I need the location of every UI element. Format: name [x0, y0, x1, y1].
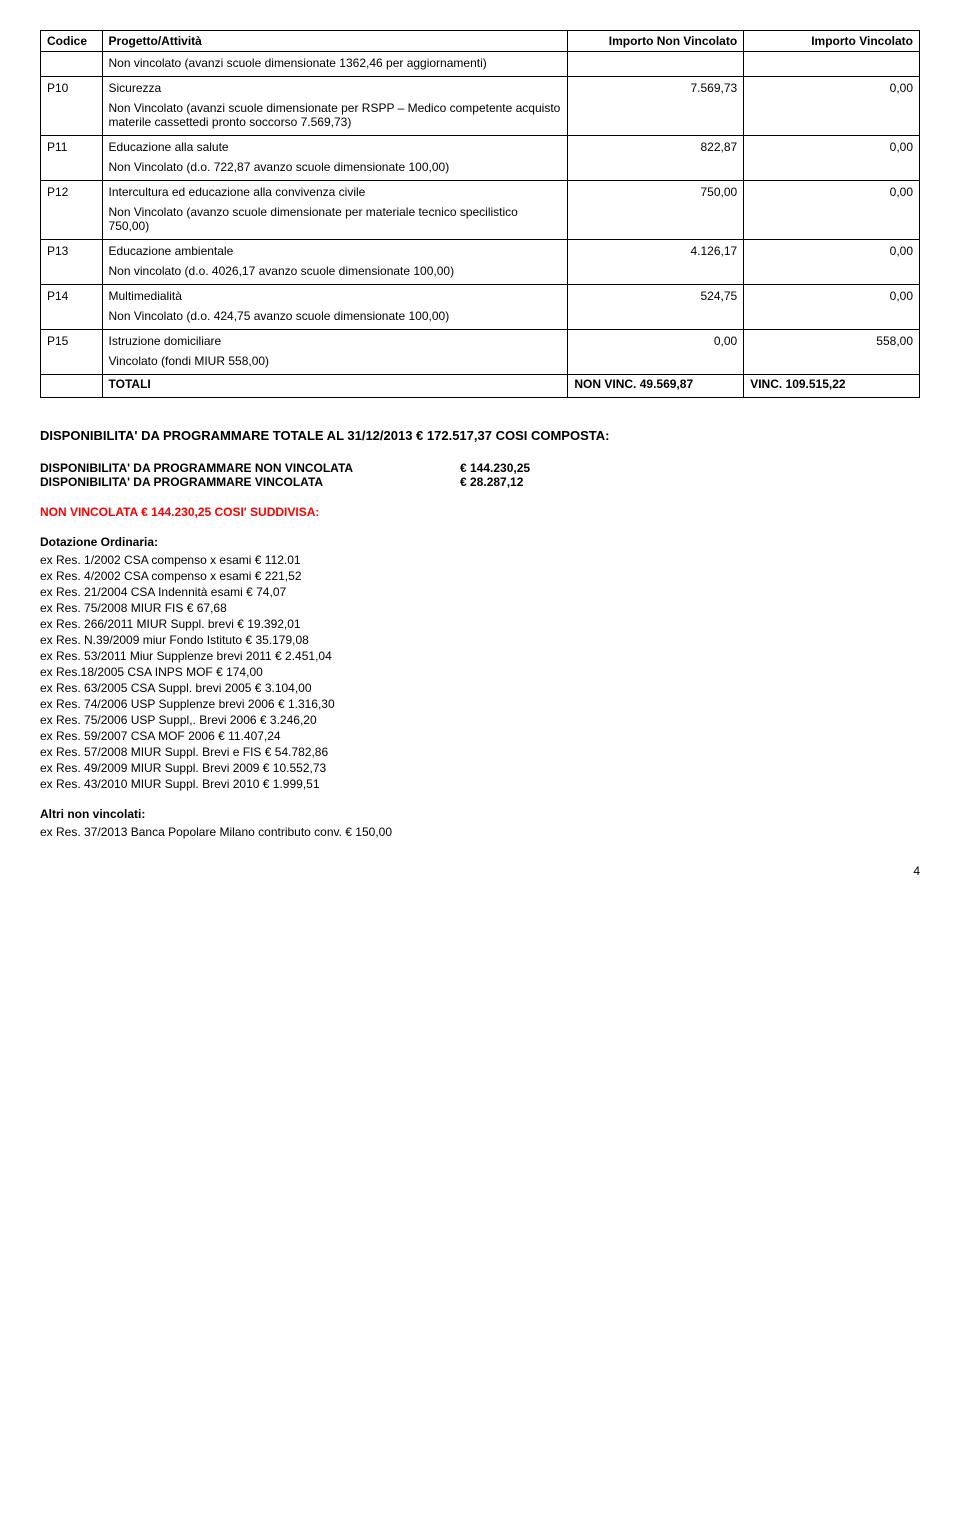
table-row: Non vincolato (d.o. 4026,17 avanzo scuol…: [41, 260, 920, 280]
altri-list: ex Res. 37/2013 Banca Popolare Milano co…: [40, 825, 920, 839]
list-item: ex Res. 74/2006 USP Supplenze brevi 2006…: [40, 697, 920, 711]
disp-v-label: DISPONIBILITA' DA PROGRAMMARE VINCOLATA: [40, 475, 460, 489]
disp-nv-value: € 144.230,25: [460, 461, 530, 475]
table-row: Non vincolato (avanzi scuole dimensionat…: [41, 52, 920, 73]
list-item: ex Res. 53/2011 Miur Supplenze brevi 201…: [40, 649, 920, 663]
disp-v-row: DISPONIBILITA' DA PROGRAMMARE VINCOLATA …: [40, 475, 920, 489]
list-item: ex Res. 1/2002 CSA compenso x esami € 11…: [40, 553, 920, 567]
dotazione-ordinaria-label: Dotazione Ordinaria:: [40, 535, 920, 549]
table-row: Non Vincolato (d.o. 722,87 avanzo scuole…: [41, 156, 920, 176]
dotazione-list: ex Res. 1/2002 CSA compenso x esami € 11…: [40, 553, 920, 791]
th-nv: Importo Non Vincolato: [568, 31, 744, 52]
th-code: Codice: [41, 31, 103, 52]
table-row: P15Istruzione domiciliare0,00558,00: [41, 330, 920, 351]
page-number: 4: [40, 864, 920, 878]
non-vincolata-heading: NON VINCOLATA € 144.230,25 COSI' SUDDIVI…: [40, 505, 920, 519]
table-row: Non Vincolato (avanzo scuole dimensionat…: [41, 201, 920, 235]
list-item: ex Res. 63/2005 CSA Suppl. brevi 2005 € …: [40, 681, 920, 695]
totali-row: TOTALINON VINC. 49.569,87VINC. 109.515,2…: [41, 375, 920, 394]
table-row: Non Vincolato (d.o. 424,75 avanzo scuole…: [41, 305, 920, 325]
table-row: P10Sicurezza7.569,730,00: [41, 77, 920, 98]
list-item: ex Res. 37/2013 Banca Popolare Milano co…: [40, 825, 920, 839]
th-desc: Progetto/Attività: [102, 31, 568, 52]
table-row: Vincolato (fondi MIUR 558,00): [41, 350, 920, 370]
budget-table: Codice Progetto/Attività Importo Non Vin…: [40, 30, 920, 398]
list-item: ex Res. 21/2004 CSA Indennità esami € 74…: [40, 585, 920, 599]
list-item: ex Res. 59/2007 CSA MOF 2006 € 11.407,24: [40, 729, 920, 743]
disp-v-value: € 28.287,12: [460, 475, 523, 489]
list-item: ex Res. 75/2006 USP Suppl,. Brevi 2006 €…: [40, 713, 920, 727]
table-row: P12Intercultura ed educazione alla convi…: [41, 181, 920, 202]
disp-nv-row: DISPONIBILITA' DA PROGRAMMARE NON VINCOL…: [40, 461, 920, 475]
disp-nv-label: DISPONIBILITA' DA PROGRAMMARE NON VINCOL…: [40, 461, 460, 475]
list-item: ex Res.18/2005 CSA INPS MOF € 174,00: [40, 665, 920, 679]
altri-label: Altri non vincolati:: [40, 807, 920, 821]
table-row: P14Multimedialità524,750,00: [41, 285, 920, 306]
table-row: P13Educazione ambientale4.126,170,00: [41, 240, 920, 261]
list-item: ex Res. 57/2008 MIUR Suppl. Brevi e FIS …: [40, 745, 920, 759]
list-item: ex Res. 4/2002 CSA compenso x esami € 22…: [40, 569, 920, 583]
list-item: ex Res. 43/2010 MIUR Suppl. Brevi 2010 €…: [40, 777, 920, 791]
table-row: Non Vincolato (avanzi scuole dimensionat…: [41, 97, 920, 131]
list-item: ex Res. 266/2011 MIUR Suppl. brevi € 19.…: [40, 617, 920, 631]
list-item: ex Res. 75/2008 MIUR FIS € 67,68: [40, 601, 920, 615]
table-row: P11Educazione alla salute822,870,00: [41, 136, 920, 157]
section-total-heading: DISPONIBILITA' DA PROGRAMMARE TOTALE AL …: [40, 428, 920, 443]
list-item: ex Res. N.39/2009 miur Fondo Istituto € …: [40, 633, 920, 647]
th-v: Importo Vincolato: [744, 31, 920, 52]
list-item: ex Res. 49/2009 MIUR Suppl. Brevi 2009 €…: [40, 761, 920, 775]
